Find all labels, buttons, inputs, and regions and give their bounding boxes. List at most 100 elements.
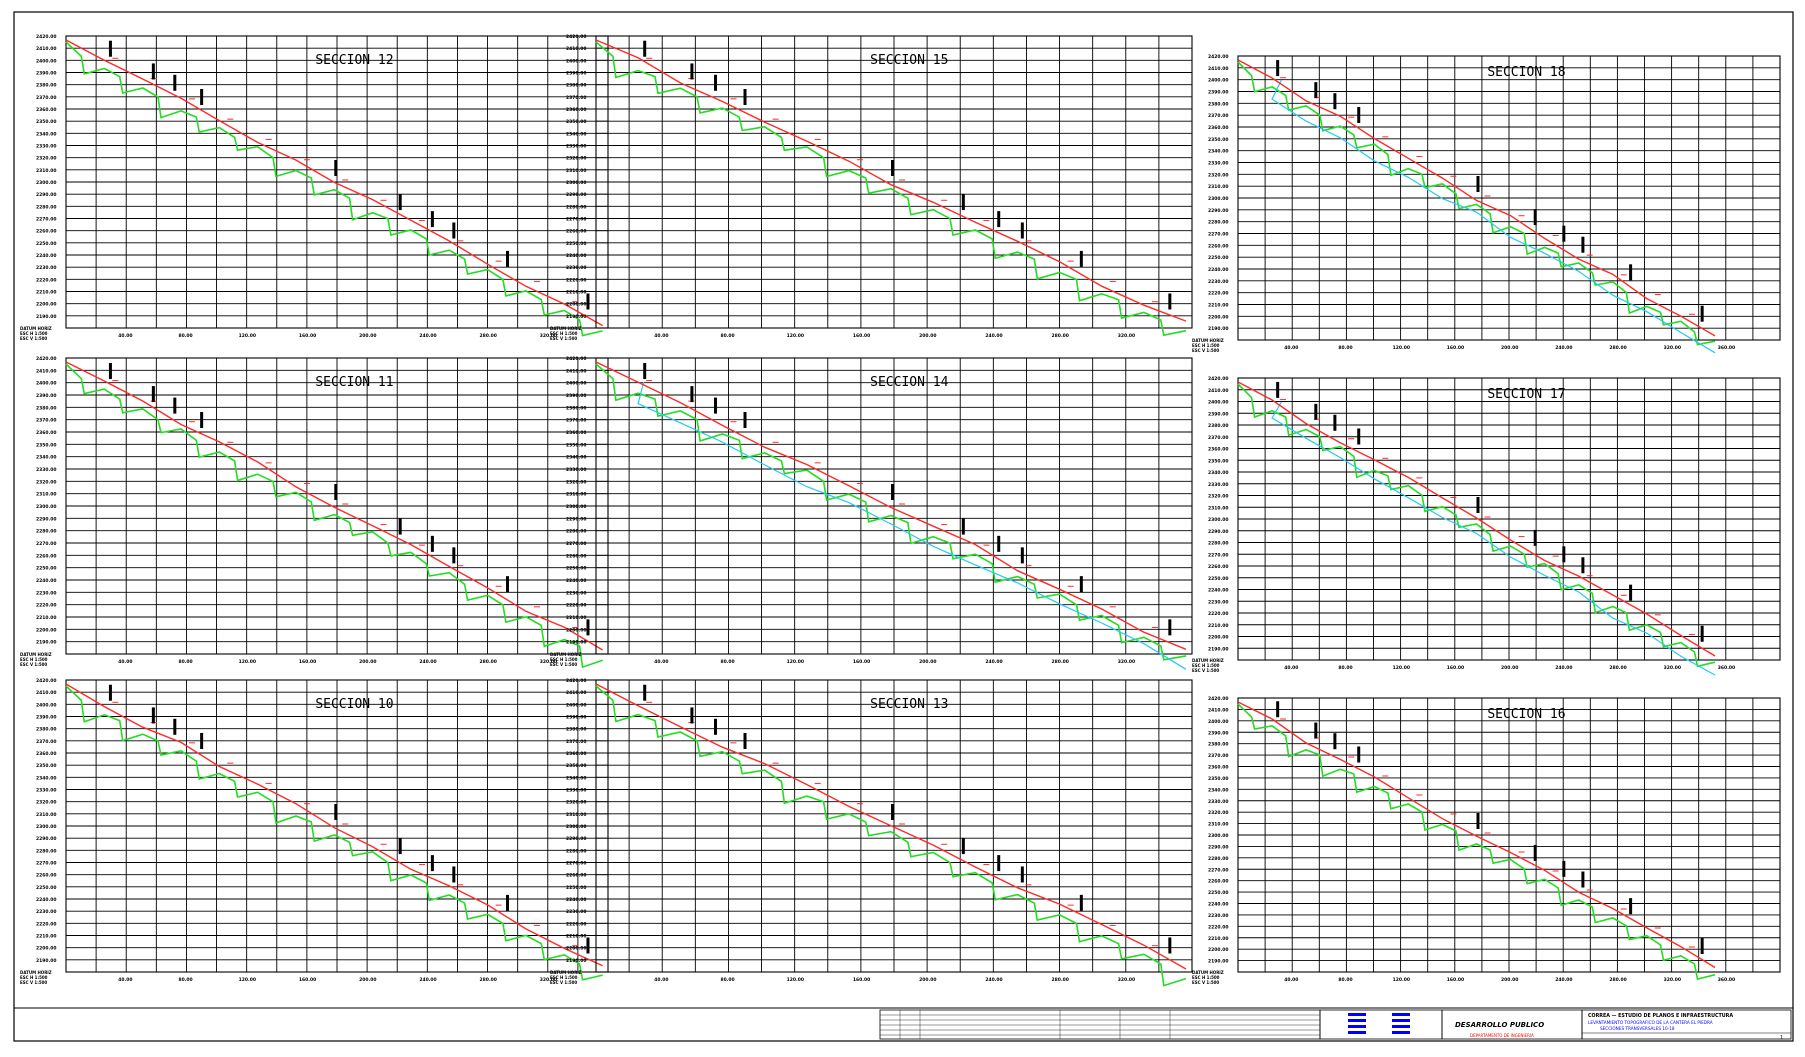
datum-label: ESC V 1:500 xyxy=(550,336,577,341)
section-title: SECCION 15 xyxy=(870,53,948,68)
station-marker xyxy=(891,484,895,500)
y-tick-label: 2190.00 xyxy=(1208,646,1229,652)
section-title: SECCION 14 xyxy=(870,375,948,390)
y-tick-label: 2410.00 xyxy=(566,368,587,374)
y-tick-label: 2310.00 xyxy=(566,812,587,818)
y-tick-label: 2320.00 xyxy=(1208,810,1229,816)
y-tick-label: 2390.00 xyxy=(566,393,587,399)
x-tick-label: 120.00 xyxy=(1393,977,1410,983)
station-marker xyxy=(997,535,1001,552)
ground-profile-line xyxy=(595,685,1187,987)
section-panel: 2420.00 2410.00 2400.00 2390.00 2380.00 2370.… xyxy=(1192,376,1781,676)
station-marker xyxy=(1476,497,1480,513)
x-tick-label: 320.00 xyxy=(540,333,557,339)
y-tick-label: 2260.00 xyxy=(566,873,587,879)
y-tick-label: 2350.00 xyxy=(1208,137,1229,143)
datum-label: DATUM HORIZ xyxy=(1192,658,1224,663)
station-marker xyxy=(690,386,694,403)
station-marker xyxy=(1168,937,1172,954)
company-line-3: SECCIONES TRANSVERSALES 10-18 xyxy=(1600,1026,1675,1031)
y-tick-label: 2220.00 xyxy=(36,921,57,927)
datum-label: ESC H 1:500 xyxy=(550,331,578,336)
y-tick-label: 2280.00 xyxy=(1208,220,1229,226)
y-tick-label: 2200.00 xyxy=(1208,314,1229,320)
ground-profile-line xyxy=(65,363,603,669)
y-tick-label: 2300.00 xyxy=(566,504,587,510)
station-marker xyxy=(173,397,177,414)
y-tick-label: 2200.00 xyxy=(36,946,57,952)
station-marker xyxy=(643,684,647,701)
x-tick-label: 40.00 xyxy=(654,659,668,665)
x-tick-label: 160.00 xyxy=(299,977,316,983)
terrain-profile-line xyxy=(595,361,1187,650)
water-profile-line xyxy=(1271,401,1716,676)
y-tick-label: 2410.00 xyxy=(36,46,57,52)
x-tick-label: 320.00 xyxy=(1118,659,1135,665)
station-marker xyxy=(891,804,895,820)
station-marker xyxy=(1700,938,1704,955)
y-tick-label: 2190.00 xyxy=(566,640,587,646)
station-marker xyxy=(714,397,718,414)
y-tick-label: 2230.00 xyxy=(1208,279,1229,285)
y-tick-label: 2250.00 xyxy=(566,241,587,247)
y-tick-label: 2340.00 xyxy=(36,455,57,461)
y-tick-label: 2330.00 xyxy=(1208,799,1229,805)
y-tick-label: 2190.00 xyxy=(36,958,57,964)
y-tick-label: 2390.00 xyxy=(1208,730,1229,736)
section-panel: 2420.00 2410.00 2400.00 2390.00 2380.00 2370.… xyxy=(550,678,1193,987)
y-tick-label: 2380.00 xyxy=(36,83,57,89)
y-tick-label: 2270.00 xyxy=(566,217,587,223)
y-tick-label: 2260.00 xyxy=(1208,564,1229,570)
y-tick-label: 2210.00 xyxy=(1208,303,1229,309)
terrain-profile-line xyxy=(65,39,603,327)
station-marker xyxy=(1562,225,1566,242)
y-tick-label: 2350.00 xyxy=(36,763,57,769)
y-tick-label: 2370.00 xyxy=(36,739,57,745)
y-tick-label: 2240.00 xyxy=(566,897,587,903)
station-marker xyxy=(151,63,155,80)
y-tick-label: 2190.00 xyxy=(36,314,57,320)
y-tick-label: 2220.00 xyxy=(36,603,57,609)
x-tick-label: 200.00 xyxy=(919,977,936,983)
datum-label: ESC H 1:500 xyxy=(1192,663,1220,668)
y-tick-label: 2330.00 xyxy=(1208,482,1229,488)
section-title: SECCION 13 xyxy=(870,697,948,712)
y-tick-label: 2280.00 xyxy=(36,529,57,535)
x-tick-label: 280.00 xyxy=(480,659,497,665)
y-tick-label: 2300.00 xyxy=(1208,833,1229,839)
signature-mark xyxy=(1392,1013,1410,1016)
y-tick-label: 2410.00 xyxy=(566,46,587,52)
station-marker xyxy=(430,855,434,872)
x-tick-label: 200.00 xyxy=(1501,345,1518,351)
station-marker xyxy=(151,707,155,724)
y-tick-label: 2400.00 xyxy=(1208,78,1229,84)
y-tick-label: 2350.00 xyxy=(1208,458,1229,464)
x-tick-label: 240.00 xyxy=(419,659,436,665)
terrain-profile-line xyxy=(595,39,1187,322)
y-tick-label: 2230.00 xyxy=(36,590,57,596)
y-tick-label: 2220.00 xyxy=(1208,611,1229,617)
y-tick-label: 2230.00 xyxy=(566,265,587,271)
datum-label: ESC H 1:500 xyxy=(1192,975,1220,980)
y-tick-label: 2400.00 xyxy=(566,381,587,387)
x-tick-label: 280.00 xyxy=(1609,345,1626,351)
y-tick-label: 2190.00 xyxy=(566,958,587,964)
y-tick-label: 2390.00 xyxy=(1208,90,1229,96)
y-tick-label: 2240.00 xyxy=(36,253,57,259)
y-tick-label: 2210.00 xyxy=(566,934,587,940)
y-tick-label: 2320.00 xyxy=(36,800,57,806)
ground-profile-line xyxy=(65,685,603,981)
station-marker xyxy=(1476,176,1480,192)
y-tick-label: 2290.00 xyxy=(1208,208,1229,214)
y-tick-label: 2230.00 xyxy=(36,909,57,915)
section-title: SECCION 17 xyxy=(1487,387,1565,402)
y-tick-label: 2400.00 xyxy=(36,381,57,387)
station-marker xyxy=(1314,403,1318,420)
x-tick-label: 240.00 xyxy=(419,333,436,339)
y-tick-label: 2240.00 xyxy=(36,578,57,584)
y-tick-label: 2400.00 xyxy=(36,702,57,708)
x-tick-label: 160.00 xyxy=(299,659,316,665)
x-tick-label: 240.00 xyxy=(985,977,1002,983)
x-tick-label: 120.00 xyxy=(787,659,804,665)
x-tick-label: 240.00 xyxy=(419,977,436,983)
